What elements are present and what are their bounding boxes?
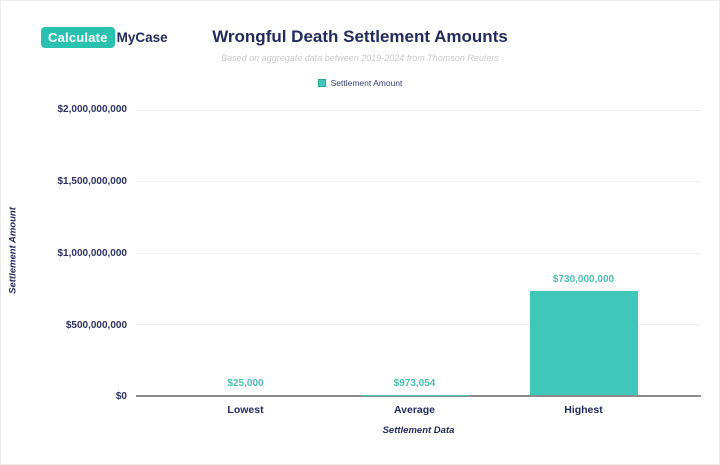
bar-value-label-lowest: $25,000 [227,378,264,389]
gridline [136,181,701,183]
x-tick-lowest: Lowest [227,404,264,416]
bar-value-label-average: $973,054 [393,377,436,389]
gridline [136,323,701,325]
logo-calculate-badge: Calculate [41,27,115,48]
bar-highest[interactable] [529,290,638,395]
legend[interactable]: Settlement Amount [1,78,719,88]
x-tick-average: Average [393,404,436,416]
x-axis-title: Settlement Data [382,425,455,436]
bar-group-average: $973,054 [330,110,499,395]
y-tick-2b: $2,000,000,000 [57,104,127,115]
gridline [136,110,701,111]
gridline [136,252,701,254]
chart-title: Wrongful Death Settlement Amounts [212,27,508,46]
y-tick-1-5b: $1,500,000,000 [57,176,127,187]
y-tick-1b: $1,000,000,000 [57,248,127,259]
bar-value-label-highest: $730,000,000 [552,273,615,285]
legend-label: Settlement Amount [330,78,403,88]
plot-area: $25,000 $973,054 $730,000,000 [136,110,701,397]
x-tick-highest: Highest [564,404,603,416]
y-tick-0: $0 [115,391,127,402]
chart-subtitle: Based on aggregate data between 2019-202… [221,53,499,63]
brand-logo: Calculate MyCase [41,27,168,48]
y-tick-500m: $500,000,000 [65,320,127,331]
legend-swatch-icon [317,79,326,87]
logo-mycase-text: MyCase [116,30,168,45]
bar-group-highest: $730,000,000 [499,110,668,395]
bar-group-lowest: $25,000 [161,110,330,395]
